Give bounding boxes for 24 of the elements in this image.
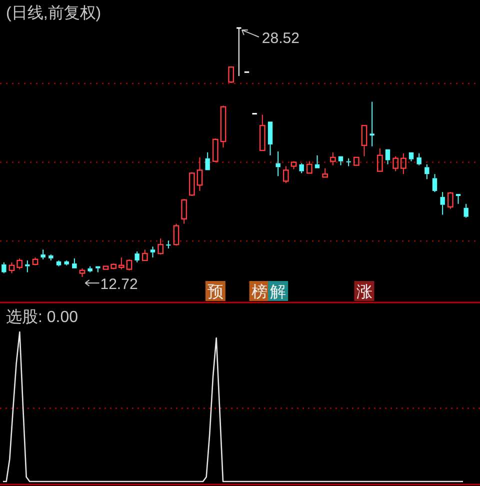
candlestick [416, 152, 422, 166]
candlestick [56, 260, 62, 267]
signal-label: 解 [268, 281, 288, 301]
candlestick [440, 192, 445, 216]
candlestick [166, 240, 171, 249]
annotation: 12.72 [100, 276, 138, 293]
signal-label: 榜 [249, 281, 270, 301]
candlestick [370, 101, 374, 147]
signal-label: 涨 [354, 281, 374, 301]
chart-title: 选股: 0.00 [6, 308, 78, 326]
candlestick [25, 260, 30, 273]
candlestick [150, 246, 156, 258]
candlestick [196, 156, 203, 192]
candlestick [48, 254, 54, 261]
chart-title: (日线,前复权) [6, 4, 102, 22]
annotation: 28.52 [262, 30, 300, 47]
candlestick [134, 250, 140, 263]
candlestick [276, 150, 280, 177]
candlestick [432, 174, 438, 193]
candlestick [88, 266, 92, 273]
signal-label: 预 [205, 281, 226, 301]
candlestick [64, 260, 69, 266]
candlestick [40, 249, 46, 260]
candlestick [424, 164, 430, 180]
